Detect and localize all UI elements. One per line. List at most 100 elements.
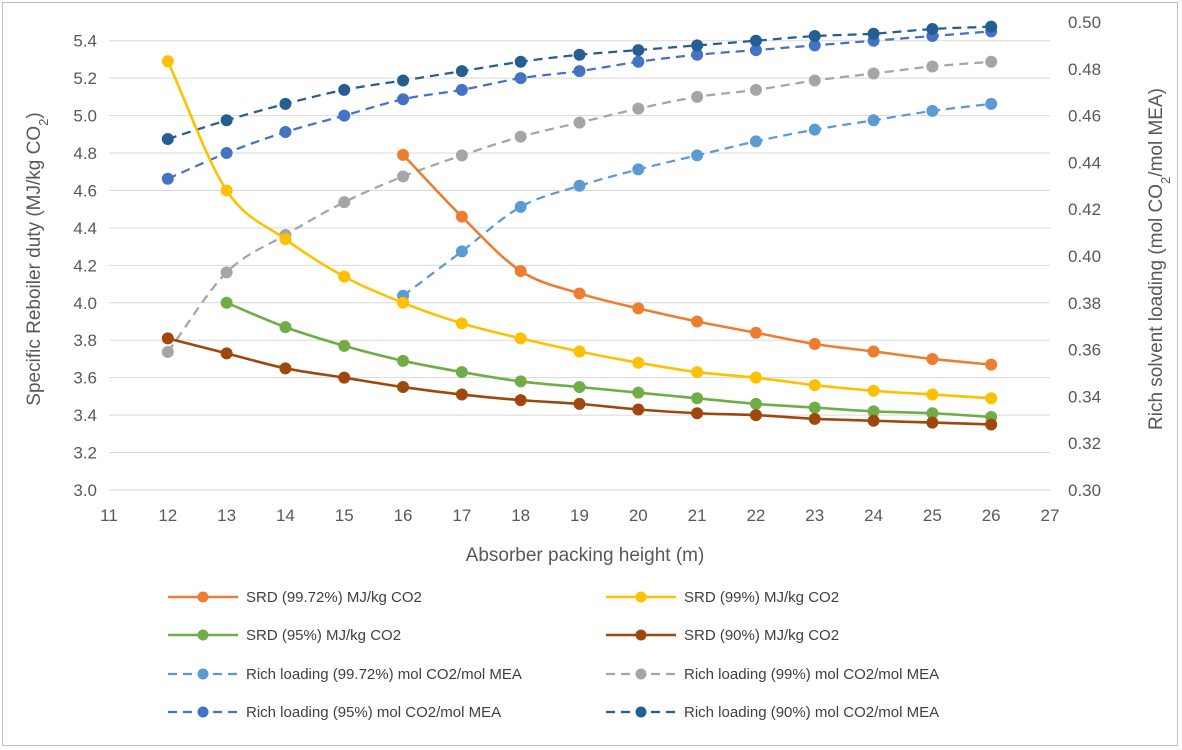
data-point [926,104,939,117]
y-left-tick-label: 4.0 [73,294,97,313]
x-tick-label: 12 [158,506,177,525]
data-point [985,55,998,68]
legend-item: SRD (90%) MJ/kg CO2 [606,627,839,644]
y-right-axis-title: Rich solvent loading (mol CO2/mol MEA) [1146,88,1173,430]
data-point [691,149,704,162]
series-0 [397,148,998,371]
data-point [749,135,762,148]
legend-item: Rich loading (95%) mol CO2/mol MEA [168,704,501,721]
data-point [573,287,586,300]
data-point [691,366,704,379]
data-point [514,130,527,143]
data-point [279,362,292,375]
data-point [338,109,351,122]
data-point [691,407,704,420]
data-point [161,172,174,185]
data-point [161,332,174,345]
data-point [867,67,880,80]
data-point [514,55,527,68]
x-tick-label: 17 [452,506,471,525]
data-point [808,379,821,392]
data-point [514,72,527,85]
data-point [455,149,468,162]
legend-marker [635,591,647,603]
y-right-tick-label: 0.42 [1068,200,1101,219]
data-point [691,90,704,103]
data-point [161,345,174,358]
data-point [808,74,821,87]
data-point [749,326,762,339]
data-point [455,366,468,379]
series-line [402,102,992,297]
data-point [397,381,410,394]
legend-label: Rich loading (90%) mol CO2/mol MEA [684,704,939,721]
data-point [926,60,939,73]
data-point [573,381,586,394]
y-left-tick-label: 4.6 [73,181,97,200]
legend-marker [635,706,647,718]
data-point [397,74,410,87]
data-point [749,397,762,410]
data-point [985,392,998,405]
data-point [573,397,586,410]
legend-label: SRD (90%) MJ/kg CO2 [684,627,839,644]
y-right-tick-label: 0.50 [1068,13,1101,32]
legend-item: Rich loading (99%) mol CO2/mol MEA [606,666,939,683]
data-point [808,30,821,43]
legend-label: Rich loading (95%) mol CO2/mol MEA [246,704,501,721]
data-point [867,414,880,427]
series-1 [161,55,998,405]
legend-marker [197,668,209,680]
data-point [279,125,292,138]
data-point [279,97,292,110]
data-point [455,317,468,330]
legend-label: Rich loading (99.72%) mol CO2/mol MEA [246,666,522,683]
data-point [397,296,410,309]
y-left-tick-label: 4.4 [73,219,97,238]
data-point [632,386,645,399]
data-point [808,123,821,136]
data-point [338,270,351,283]
data-point [573,48,586,61]
x-tick-label: 21 [688,506,707,525]
data-point [514,375,527,388]
data-point [514,394,527,407]
x-axis-ticks: 11 12 13 14 15 16 17 18 19 20 21 22 23 24 25 26 27 [100,506,1059,525]
x-tick-label: 13 [217,506,236,525]
x-tick-label: 20 [629,506,648,525]
x-tick-label: 11 [100,506,118,525]
data-point [573,65,586,78]
data-point [338,339,351,352]
y-left-tick-label: 3.6 [73,369,97,388]
data-point [338,196,351,209]
data-point [514,264,527,277]
data-point [220,266,233,279]
data-point [573,179,586,192]
legend: SRD (99.72%) MJ/kg CO2 SRD (99%) MJ/kg CO… [168,589,939,721]
data-point [220,114,233,127]
x-tick-label: 15 [335,506,354,525]
x-tick-label: 25 [923,506,942,525]
data-point [279,233,292,246]
data-point [808,412,821,425]
data-point [338,371,351,384]
x-tick-label: 24 [864,506,883,525]
x-tick-label: 27 [1041,506,1060,525]
x-axis-title: Absorber packing height (m) [466,545,705,566]
data-point [691,39,704,52]
legend-label: SRD (95%) MJ/kg CO2 [246,627,401,644]
data-point [632,356,645,369]
legend-marker [197,629,209,641]
data-point [279,321,292,334]
data-point [632,302,645,315]
legend-label: Rich loading (99%) mol CO2/mol MEA [684,666,939,683]
data-point [867,345,880,358]
data-point [749,83,762,96]
data-point [808,401,821,414]
data-point [632,163,645,176]
y-right-tick-label: 0.48 [1068,60,1101,79]
data-point [926,388,939,401]
legend-marker [635,668,647,680]
x-tick-label: 16 [394,506,413,525]
